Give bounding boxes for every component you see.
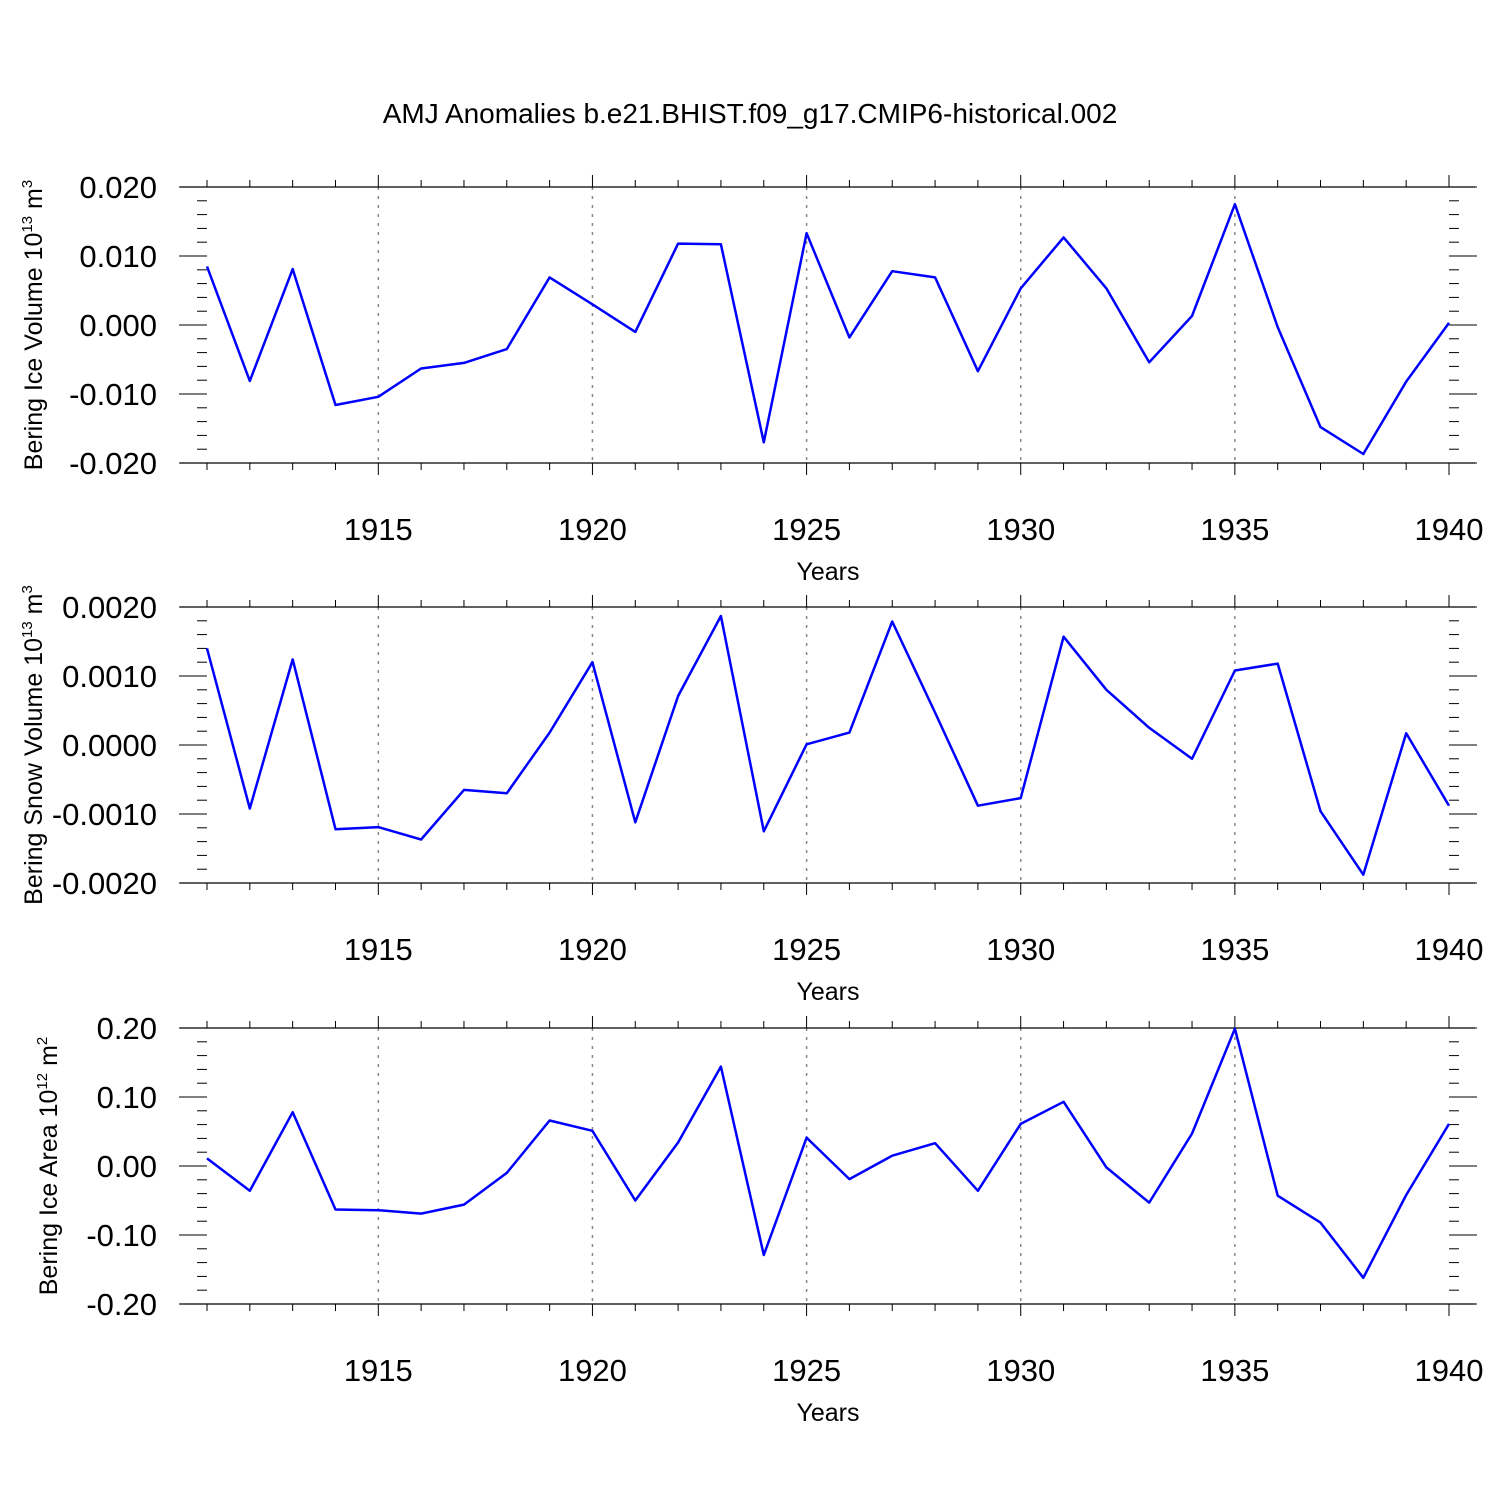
chart-panel-1: -0.020 -0.010 0.000 0.010 0.020 1915 1920 1925 1…: [19, 170, 1483, 586]
panels: -0.020 -0.010 0.000 0.010 0.020 1915 1920 1925 1…: [19, 170, 1483, 1427]
x-tick-label: 1940: [1415, 512, 1484, 547]
x-tick-label: 1925: [772, 932, 841, 967]
x-tick-label: 1930: [986, 1353, 1055, 1388]
x-tick-label: 1915: [344, 512, 413, 547]
figure-title: AMJ Anomalies b.e21.BHIST.f09_g17.CMIP6-…: [383, 98, 1118, 129]
x-axis-title: Years: [796, 558, 859, 586]
x-tick-label: 1935: [1200, 512, 1269, 547]
y-tick-label: 0.00: [97, 1149, 157, 1184]
x-tick-label: 1920: [558, 512, 627, 547]
y-tick-label: 0.0010: [62, 659, 157, 694]
x-tick-label: 1930: [986, 512, 1055, 547]
y-axis-title: Bering Snow Volume 1013 m3: [19, 585, 48, 905]
y-tick-label: 0.0020: [62, 590, 157, 625]
y-tick-label: 0.010: [79, 239, 157, 274]
x-tick-label: 1925: [772, 1353, 841, 1388]
y-tick-label: -0.020: [69, 446, 157, 481]
y-tick-label: -0.0010: [52, 797, 157, 832]
y-tick-label: 0.20: [97, 1011, 157, 1046]
y-tick-label: -0.0020: [52, 866, 157, 901]
y-tick-label: -0.10: [86, 1218, 157, 1253]
x-tick-label: 1935: [1200, 932, 1269, 967]
x-tick-label: 1940: [1415, 1353, 1484, 1388]
series-line: [206, 1027, 1451, 1280]
chart-panel-3: -0.20 -0.10 0.00 0.10 0.20 1915 1920 1925 1930 19…: [34, 1011, 1483, 1427]
x-axis-title: Years: [796, 1399, 859, 1427]
y-tick-label: 0.0000: [62, 728, 157, 763]
x-tick-label: 1930: [986, 932, 1055, 967]
series-line: [205, 614, 1451, 876]
series-line: [205, 202, 1451, 456]
y-tick-label: 0.10: [97, 1080, 157, 1115]
x-tick-label: 1940: [1415, 932, 1484, 967]
y-tick-label: -0.010: [69, 377, 157, 412]
y-tick-label: 0.020: [79, 170, 157, 205]
y-tick-label: 0.000: [79, 308, 157, 343]
x-tick-label: 1925: [772, 512, 841, 547]
x-tick-label: 1920: [558, 1353, 627, 1388]
x-axis-title: Years: [796, 978, 859, 1006]
y-axis-title: Bering Ice Area 1012 m2: [34, 1037, 63, 1296]
x-tick-label: 1920: [558, 932, 627, 967]
x-tick-label: 1935: [1200, 1353, 1269, 1388]
chart-panel-2: -0.0020 -0.0010 0.0000 0.0010 0.0020 1915 1920…: [19, 585, 1483, 1006]
y-tick-label: -0.20: [86, 1287, 157, 1322]
y-axis-title: Bering Ice Volume 1013 m3: [19, 180, 48, 470]
x-tick-label: 1915: [344, 932, 413, 967]
x-tick-label: 1915: [344, 1353, 413, 1388]
